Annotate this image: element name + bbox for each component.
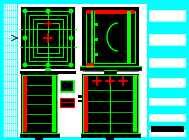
Bar <box>52 76 56 132</box>
Bar <box>3 3 17 137</box>
Bar <box>91 11 95 63</box>
Circle shape <box>69 36 73 40</box>
Bar <box>149 10 186 22</box>
Bar <box>83 75 138 133</box>
Bar <box>149 78 186 88</box>
Bar <box>80 66 141 70</box>
Bar <box>95 53 98 56</box>
Bar <box>149 3 186 10</box>
Bar <box>37 23 59 53</box>
Bar <box>35 137 43 140</box>
Bar <box>149 68 186 78</box>
Bar <box>86 63 94 68</box>
Bar <box>127 11 131 63</box>
Bar <box>93 11 94 63</box>
Bar <box>104 70 116 74</box>
Circle shape <box>23 63 27 67</box>
Bar <box>149 46 186 58</box>
Bar <box>151 126 184 132</box>
Circle shape <box>23 9 27 13</box>
Bar <box>133 76 137 132</box>
Bar <box>23 76 27 132</box>
Bar <box>86 11 135 63</box>
Circle shape <box>69 63 73 67</box>
Bar <box>149 114 186 122</box>
Bar <box>84 76 88 132</box>
Bar <box>61 81 73 91</box>
Circle shape <box>46 9 50 13</box>
Bar <box>149 130 186 137</box>
Bar <box>60 80 74 92</box>
Circle shape <box>46 63 50 67</box>
Circle shape <box>23 36 27 40</box>
Bar <box>45 68 51 71</box>
Bar <box>60 98 74 107</box>
Bar <box>149 34 186 46</box>
Bar <box>83 75 138 133</box>
Bar <box>86 10 135 14</box>
Bar <box>95 23 98 26</box>
Bar <box>149 88 186 98</box>
Bar <box>83 8 138 66</box>
Bar <box>78 95 96 98</box>
Bar <box>149 58 186 68</box>
Bar <box>149 122 186 130</box>
Bar <box>20 71 76 74</box>
Bar <box>22 75 57 133</box>
Bar <box>78 100 96 102</box>
Bar <box>149 106 186 114</box>
Bar <box>106 137 114 140</box>
Bar <box>29 15 67 61</box>
Bar <box>149 22 186 34</box>
Circle shape <box>69 9 73 13</box>
Bar <box>22 75 57 133</box>
Bar <box>25 11 71 65</box>
Bar <box>149 98 186 106</box>
Bar <box>95 38 98 41</box>
Bar <box>81 133 140 137</box>
Bar <box>17 3 147 137</box>
Bar <box>20 133 59 137</box>
Bar <box>33 19 63 57</box>
Bar <box>22 8 74 68</box>
Bar <box>149 3 186 137</box>
